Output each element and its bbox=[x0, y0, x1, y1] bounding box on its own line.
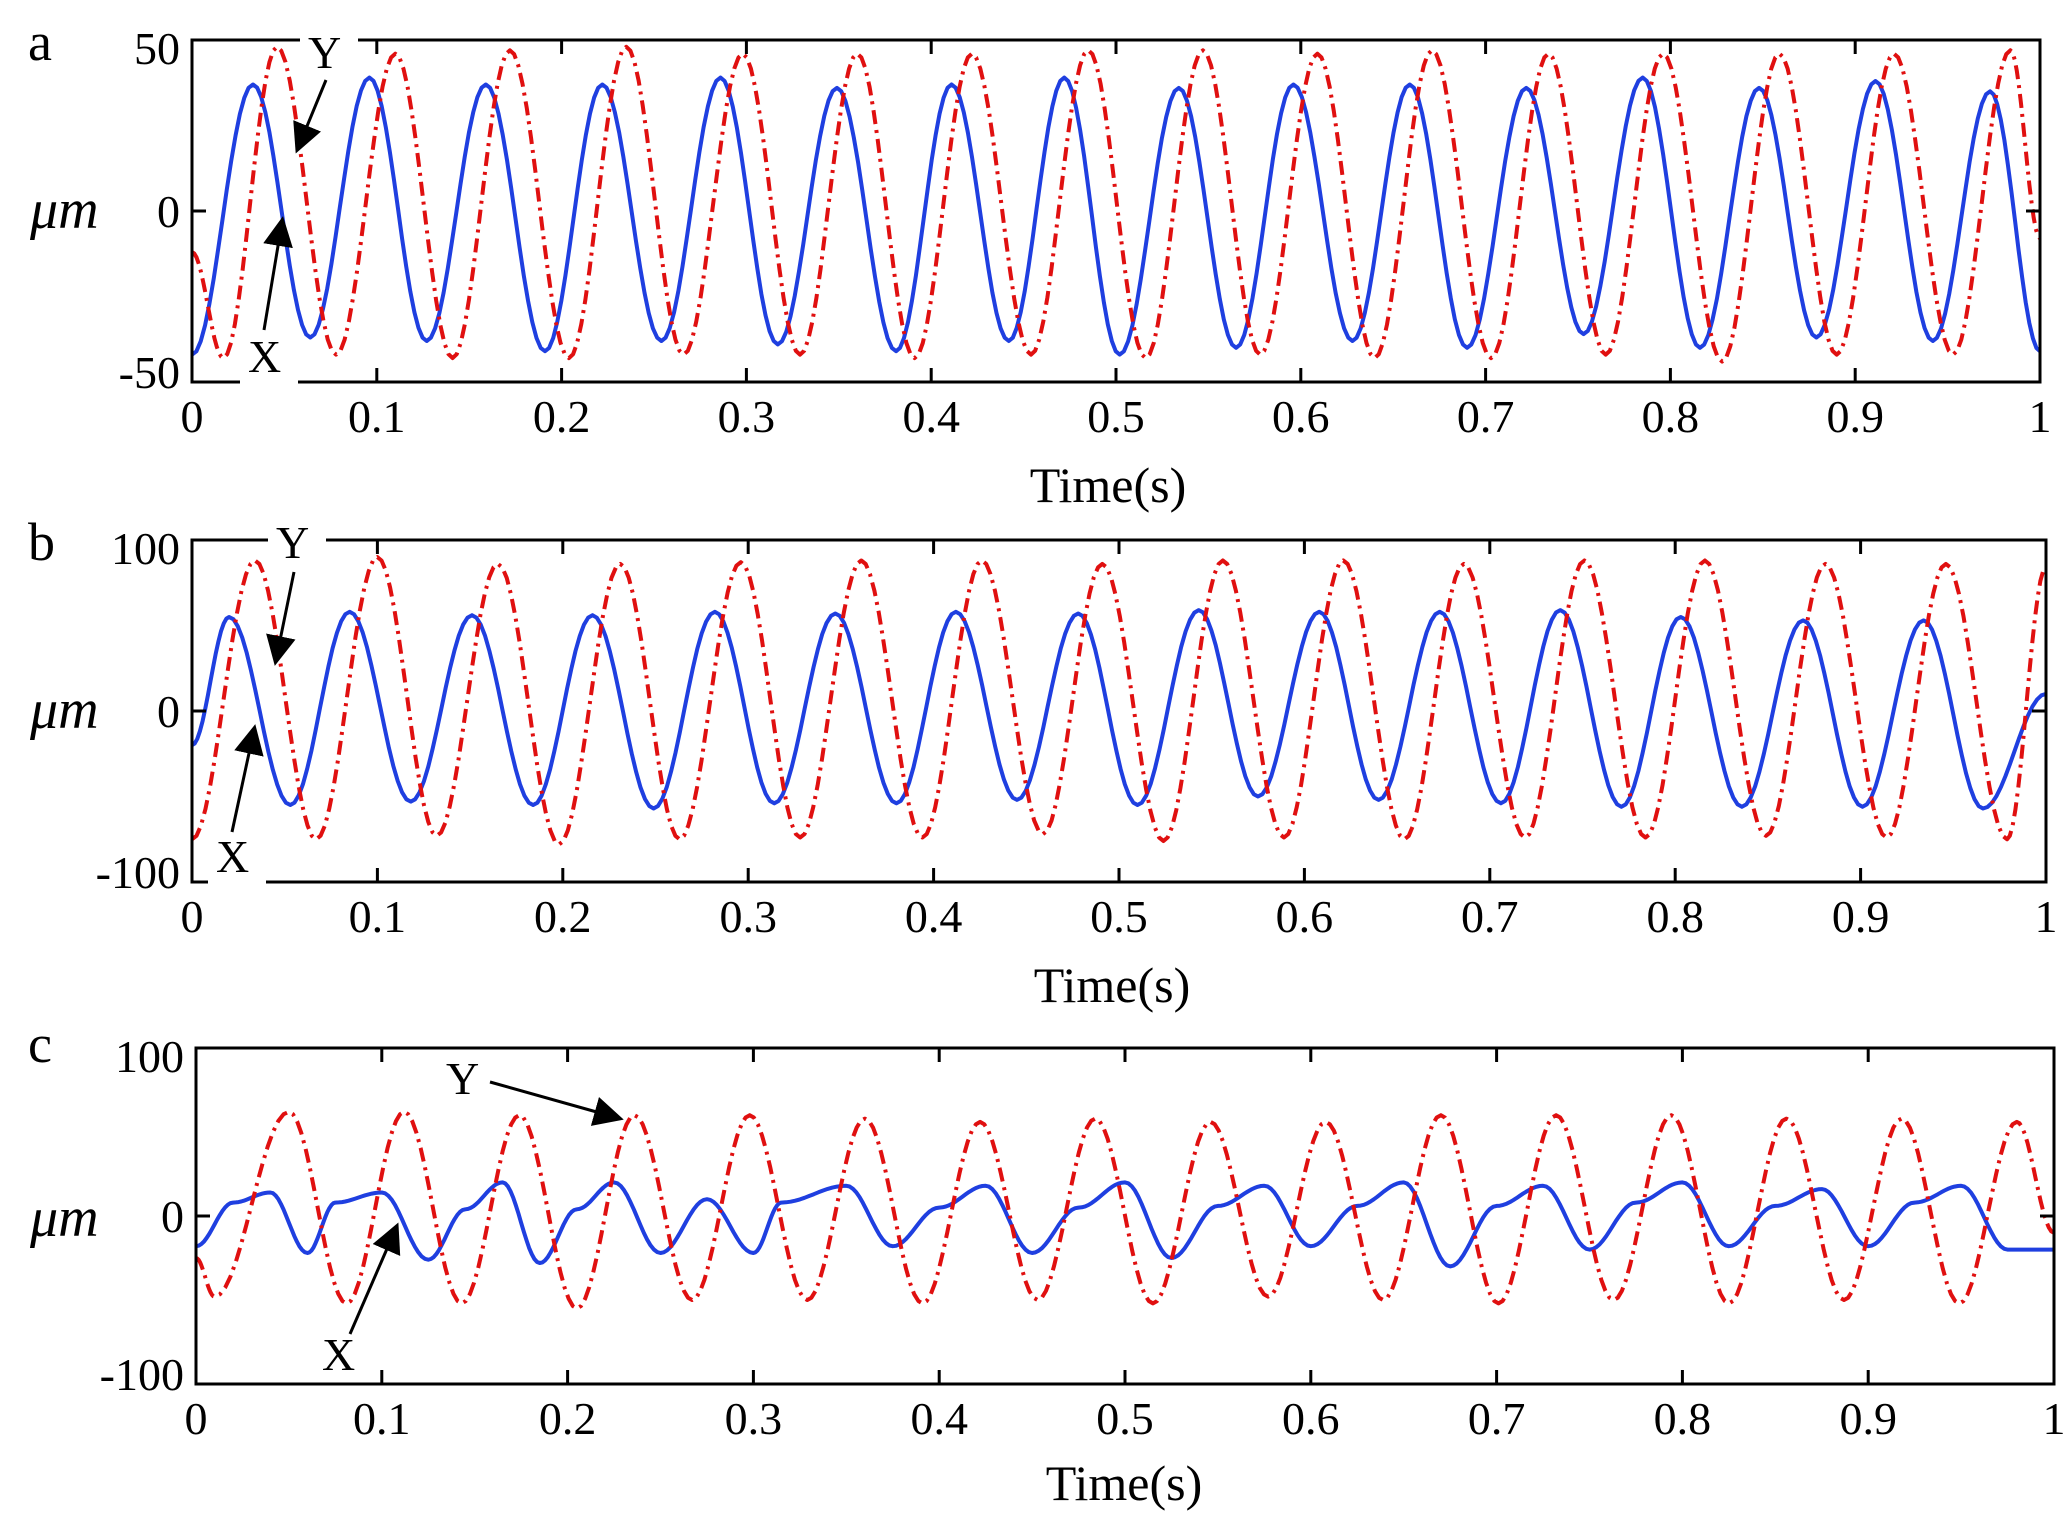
annotation-arrow-x-a bbox=[262, 216, 293, 331]
annotation-y-a: Y bbox=[308, 27, 341, 78]
y-axis-label-c: μm bbox=[29, 1187, 99, 1249]
x-tick-label-c: 0.6 bbox=[1282, 1393, 1340, 1444]
x-tick-label-a: 0.2 bbox=[533, 391, 591, 442]
x-tick-label-c: 0.4 bbox=[910, 1393, 968, 1444]
x-ticks-a: 0 0.1 0.2 0.3 0.4 0.5 0.6 0.7 0.8 0.9 1 bbox=[181, 40, 2052, 442]
annotation-bg-x-b bbox=[208, 830, 266, 884]
annotation-arrow-x-b bbox=[230, 724, 264, 833]
annotation-x-c: X bbox=[322, 1329, 355, 1380]
annotation-bg-x-a bbox=[240, 330, 298, 384]
series-line-x-b bbox=[192, 608, 2046, 811]
y-tick-label-a: -50 bbox=[119, 347, 180, 398]
x-tick-label-a: 0 bbox=[181, 391, 204, 442]
y-ticks-c: -100 0 100 bbox=[100, 1031, 2054, 1400]
x-tick-label-a: 0.5 bbox=[1087, 391, 1145, 442]
y-tick-label-a: 0 bbox=[157, 186, 180, 237]
x-tick-label-a: 0.6 bbox=[1272, 391, 1330, 442]
x-tick-label-c: 0.8 bbox=[1654, 1393, 1712, 1444]
x-tick-label-c: 1 bbox=[2043, 1393, 2066, 1444]
x-ticks-c: 0 0.1 0.2 0.3 0.4 0.5 0.6 0.7 0.8 0.9 1 bbox=[185, 1048, 2066, 1444]
x-tick-label-c: 0 bbox=[185, 1393, 208, 1444]
x-tick-label-b: 0.3 bbox=[719, 891, 777, 942]
y-axis-label-b: μm bbox=[29, 679, 99, 741]
y-tick-label-c: -100 bbox=[100, 1349, 184, 1400]
annotations-a: Y X bbox=[240, 26, 358, 384]
x-tick-label-a: 0.4 bbox=[902, 391, 960, 442]
annotation-bg-y-b bbox=[268, 520, 326, 574]
x-axis-label-b: Time(s) bbox=[1034, 957, 1191, 1013]
axes-frame-b bbox=[190, 538, 2048, 884]
x-tick-label-a: 0.9 bbox=[1826, 391, 1884, 442]
annotation-arrow-y-a bbox=[293, 79, 328, 154]
x-tick-label-b: 0.9 bbox=[1832, 891, 1890, 942]
x-axis-label-a: Time(s) bbox=[1030, 457, 1187, 513]
annotation-arrow-y-b bbox=[266, 571, 296, 666]
annotation-arrow-x-c bbox=[348, 1222, 401, 1335]
x-tick-label-c: 0.9 bbox=[1839, 1393, 1897, 1444]
x-tick-label-c: 0.5 bbox=[1096, 1393, 1154, 1444]
plot-area-c bbox=[196, 1109, 2054, 1311]
x-tick-label-c: 0.2 bbox=[539, 1393, 597, 1444]
annotation-arrow-y-c bbox=[489, 1080, 624, 1126]
y-ticks-b: -100 0 100 bbox=[96, 523, 2046, 898]
x-tick-label-b: 0 bbox=[181, 891, 204, 942]
x-tick-label-a: 0.7 bbox=[1457, 391, 1515, 442]
annotation-x-b: X bbox=[216, 831, 249, 882]
x-tick-label-b: 0.6 bbox=[1276, 891, 1334, 942]
y-tick-label-b: 0 bbox=[157, 686, 180, 737]
x-tick-label-a: 0.3 bbox=[718, 391, 776, 442]
x-ticks-b: 0 0.1 0.2 0.3 0.4 0.5 0.6 0.7 0.8 0.9 1 bbox=[181, 540, 2058, 942]
x-tick-label-b: 0.4 bbox=[905, 891, 963, 942]
x-tick-label-b: 0.2 bbox=[534, 891, 592, 942]
series-line-y-b bbox=[192, 555, 2046, 847]
x-tick-label-b: 0.8 bbox=[1646, 891, 1704, 942]
x-tick-label-a: 0.1 bbox=[348, 391, 406, 442]
series-line-y-a bbox=[192, 44, 2040, 364]
y-tick-label-b: 100 bbox=[111, 523, 180, 574]
x-tick-label-b: 1 bbox=[2035, 891, 2058, 942]
x-tick-label-b: 0.1 bbox=[349, 891, 407, 942]
annotation-bg-y-a bbox=[300, 26, 358, 80]
x-tick-label-c: 0.3 bbox=[725, 1393, 783, 1444]
x-tick-label-b: 0.5 bbox=[1090, 891, 1148, 942]
annotations-c: Y X bbox=[322, 1053, 624, 1380]
plot-area-b bbox=[192, 555, 2046, 847]
x-tick-label-b: 0.7 bbox=[1461, 891, 1519, 942]
annotation-y-c: Y bbox=[446, 1053, 479, 1104]
annotation-y-b: Y bbox=[276, 517, 309, 568]
series-line-x-c bbox=[196, 1180, 2054, 1269]
plot-area-a bbox=[192, 44, 2040, 364]
annotation-x-a: X bbox=[248, 331, 281, 382]
series-line-y-c bbox=[196, 1109, 2054, 1311]
y-tick-label-c: 0 bbox=[161, 1191, 184, 1242]
annotations-b: Y X bbox=[208, 517, 326, 884]
y-tick-label-a: 50 bbox=[134, 23, 180, 74]
series-line-x-a bbox=[192, 75, 2040, 357]
x-tick-label-c: 0.7 bbox=[1468, 1393, 1526, 1444]
x-tick-label-a: 0.8 bbox=[1642, 391, 1700, 442]
y-tick-label-c: 100 bbox=[115, 1031, 184, 1082]
y-axis-label-a: μm bbox=[29, 179, 99, 241]
y-ticks-a: -50 0 50 bbox=[119, 23, 2040, 398]
panel-label-c: c bbox=[28, 1014, 52, 1074]
y-tick-label-b: -100 bbox=[96, 847, 180, 898]
x-tick-label-c: 0.1 bbox=[353, 1393, 411, 1444]
x-tick-label-a: 1 bbox=[2029, 391, 2052, 442]
panel-label-a: a bbox=[28, 12, 52, 72]
panel-label-b: b bbox=[28, 512, 55, 572]
x-axis-label-c: Time(s) bbox=[1046, 1455, 1203, 1511]
